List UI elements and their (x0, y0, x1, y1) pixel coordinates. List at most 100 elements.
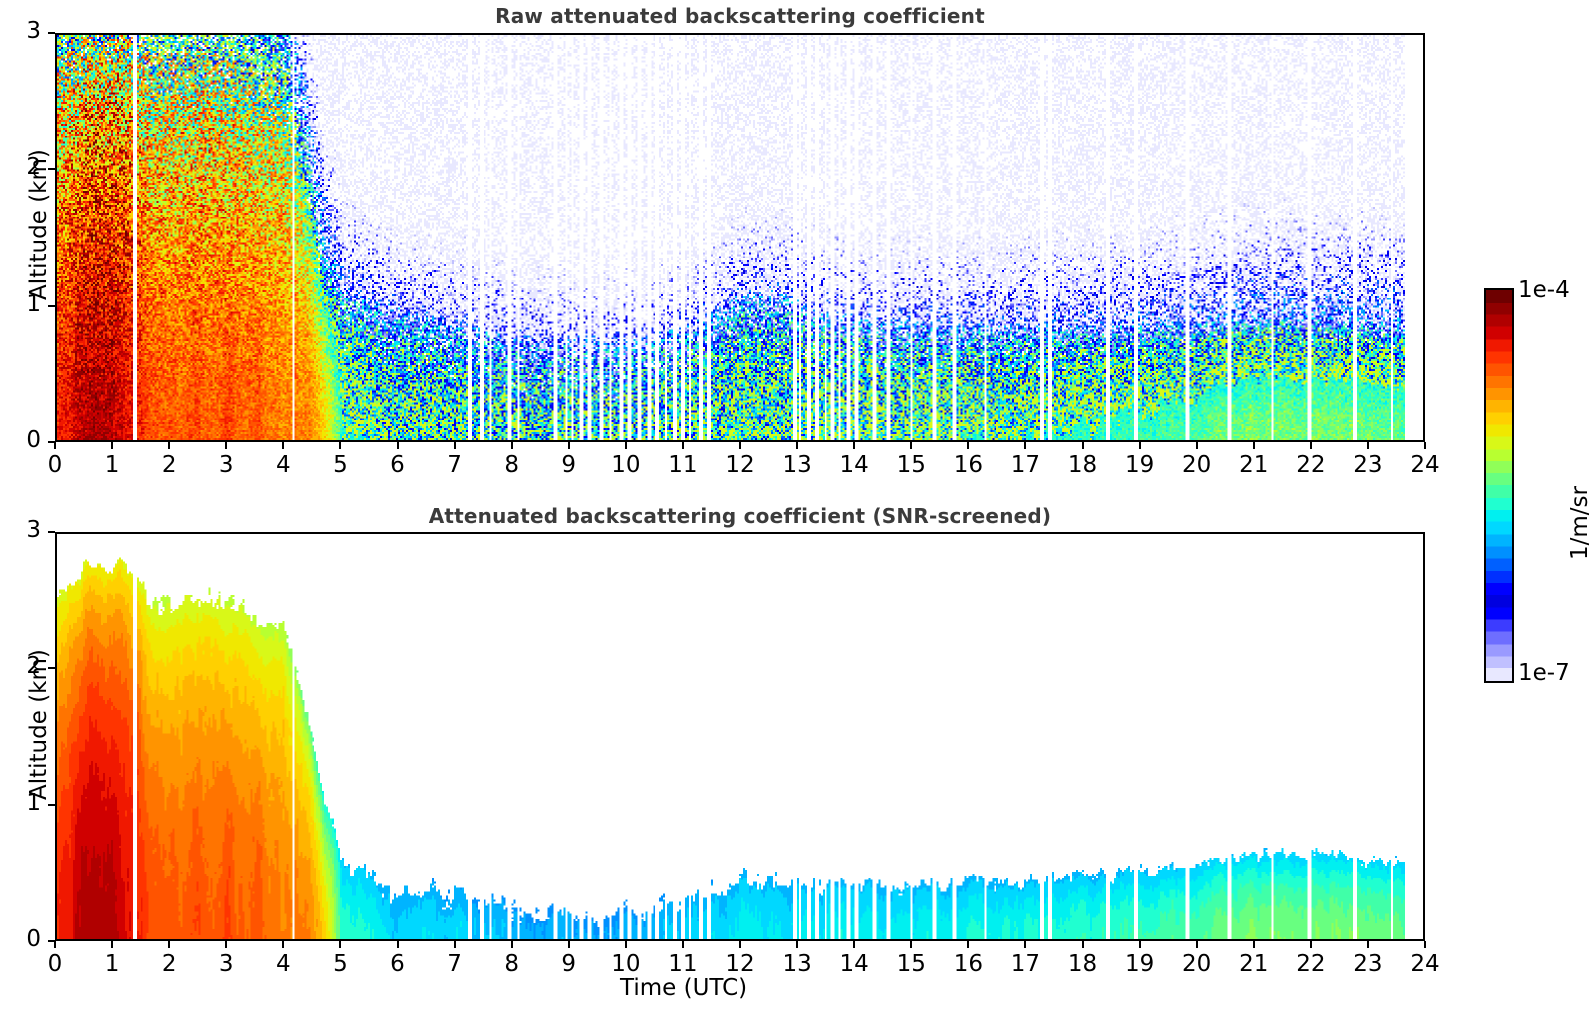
x-tick-raw-21 (1252, 442, 1255, 449)
x-tick-label-raw-13: 13 (782, 452, 812, 478)
x-tick-label-scr-23: 23 (1353, 951, 1383, 977)
x-tick-label-raw-12: 12 (725, 452, 755, 478)
x-tick-raw-19 (1138, 442, 1141, 449)
x-tick-scr-16 (967, 941, 970, 948)
x-tick-raw-9 (567, 442, 570, 449)
x-tick-scr-19 (1138, 941, 1141, 948)
x-tick-label-scr-3: 3 (218, 951, 234, 977)
x-tick-raw-17 (1024, 442, 1027, 449)
colorbar-min-label: 1e-7 (1518, 660, 1570, 686)
x-tick-raw-23 (1366, 442, 1369, 449)
x-tick-label-scr-0: 0 (47, 951, 63, 977)
x-tick-label-scr-22: 22 (1296, 951, 1326, 977)
x-tick-label-raw-20: 20 (1182, 452, 1212, 478)
colorbar-gradient (1486, 290, 1512, 681)
y-tick-scr-0 (48, 940, 55, 942)
x-tick-scr-6 (396, 941, 399, 948)
y-tick-scr-3 (48, 531, 55, 533)
x-tick-label-scr-21: 21 (1239, 951, 1269, 977)
x-tick-label-raw-17: 17 (1010, 452, 1041, 478)
x-tick-label-scr-1: 1 (104, 951, 120, 977)
x-tick-label-raw-18: 18 (1067, 452, 1098, 478)
x-tick-label-scr-19: 19 (1124, 951, 1155, 977)
x-tick-scr-13 (796, 941, 799, 948)
x-tick-scr-14 (853, 941, 856, 948)
x-tick-raw-20 (1195, 442, 1198, 449)
x-tick-label-scr-2: 2 (161, 951, 177, 977)
x-tick-label-scr-11: 11 (668, 951, 698, 977)
x-tick-label-scr-17: 17 (1010, 951, 1041, 977)
x-tick-label-raw-3: 3 (218, 452, 234, 478)
y-tick-label-scr-1: 1 (26, 789, 41, 816)
x-tick-scr-20 (1195, 941, 1198, 948)
x-tick-raw-8 (510, 442, 513, 449)
x-tick-label-scr-10: 10 (611, 951, 641, 977)
x-tick-scr-8 (510, 941, 513, 948)
x-tick-label-scr-6: 6 (390, 951, 405, 977)
x-tick-raw-1 (111, 442, 114, 449)
y-tick-raw-2 (48, 168, 55, 171)
y-tick-scr-2 (48, 667, 55, 670)
x-tick-label-scr-16: 16 (953, 951, 983, 977)
x-tick-label-scr-4: 4 (276, 951, 291, 977)
x-tick-raw-14 (853, 442, 856, 449)
x-tick-label-raw-1: 1 (104, 452, 120, 478)
y-tick-raw-0 (48, 441, 55, 443)
x-tick-label-raw-4: 4 (276, 452, 291, 478)
x-tick-label-raw-19: 19 (1124, 452, 1155, 478)
x-tick-raw-0 (54, 442, 56, 449)
x-tick-label-scr-20: 20 (1182, 951, 1212, 977)
x-tick-scr-2 (168, 941, 171, 948)
x-tick-raw-16 (967, 442, 970, 449)
x-tick-label-scr-18: 18 (1067, 951, 1098, 977)
x-axis-label: Time (UTC) (620, 975, 748, 1001)
heatmap-screened (57, 534, 1423, 939)
x-tick-scr-0 (54, 941, 56, 948)
x-tick-raw-7 (453, 442, 456, 449)
y-tick-raw-3 (48, 32, 55, 34)
x-tick-raw-10 (624, 442, 627, 449)
x-tick-label-raw-0: 0 (47, 452, 63, 478)
x-tick-raw-3 (225, 442, 228, 449)
x-tick-label-raw-11: 11 (668, 452, 698, 478)
x-tick-label-scr-24: 24 (1410, 951, 1440, 977)
heatmap-raw (57, 35, 1423, 440)
x-tick-label-raw-10: 10 (611, 452, 641, 478)
y-tick-label-raw-2: 2 (26, 154, 41, 181)
x-tick-scr-3 (225, 941, 228, 948)
x-tick-scr-24 (1424, 941, 1426, 948)
x-tick-label-raw-22: 22 (1296, 452, 1326, 478)
x-tick-label-scr-14: 14 (839, 951, 869, 977)
x-tick-scr-5 (339, 941, 342, 948)
y-tick-scr-1 (48, 803, 55, 806)
y-tick-label-scr-0: 0 (26, 926, 41, 952)
y-tick-label-raw-3: 3 (26, 18, 41, 44)
x-tick-label-raw-15: 15 (896, 452, 926, 478)
colorbar-unit-label: 1/m/sr (1567, 486, 1593, 560)
panel-title-raw: Raw attenuated backscattering coefficien… (495, 4, 985, 28)
x-tick-label-raw-6: 6 (390, 452, 405, 478)
x-tick-scr-17 (1024, 941, 1027, 948)
colorbar-max-label: 1e-4 (1518, 277, 1570, 303)
x-tick-raw-15 (910, 442, 913, 449)
y-tick-label-raw-0: 0 (26, 427, 41, 453)
x-tick-raw-24 (1424, 442, 1426, 449)
y-tick-raw-1 (48, 304, 55, 307)
y-tick-label-scr-2: 2 (26, 653, 41, 680)
x-tick-label-raw-23: 23 (1353, 452, 1383, 478)
x-tick-scr-21 (1252, 941, 1255, 948)
x-tick-label-scr-8: 8 (504, 951, 519, 977)
x-tick-raw-5 (339, 442, 342, 449)
x-tick-raw-2 (168, 442, 171, 449)
x-tick-label-scr-13: 13 (782, 951, 812, 977)
x-tick-label-scr-7: 7 (447, 951, 462, 977)
x-tick-raw-22 (1309, 442, 1312, 449)
x-tick-label-scr-5: 5 (333, 951, 348, 977)
x-tick-label-raw-16: 16 (953, 452, 983, 478)
x-tick-scr-23 (1366, 941, 1369, 948)
x-tick-label-raw-7: 7 (447, 452, 462, 478)
x-tick-label-raw-5: 5 (333, 452, 348, 478)
plot-area-raw (55, 33, 1425, 442)
panel-title-screened: Attenuated backscattering coefficient (S… (428, 504, 1052, 528)
